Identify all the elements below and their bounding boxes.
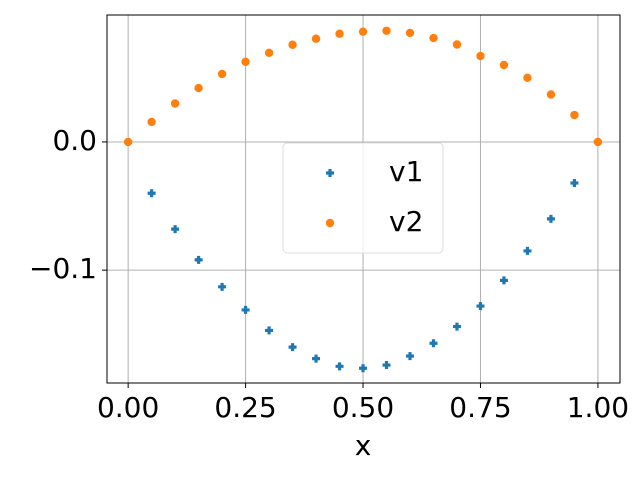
point [382,361,391,370]
point [147,189,156,198]
y-tick-label: −0.1 [29,252,97,285]
point [241,57,250,67]
point [429,33,438,43]
point [265,326,274,335]
legend-marker [326,169,334,177]
point [288,343,297,352]
point [523,73,532,83]
legend-box [282,142,444,254]
point [171,225,180,234]
point [218,282,227,291]
point [523,246,532,255]
x-tick-label: 0.75 [449,391,511,424]
point [241,305,250,314]
point [359,364,368,373]
point [358,27,368,36]
point [429,339,438,348]
point [405,28,415,38]
point [546,214,555,223]
plot-frame [106,14,621,384]
point [382,26,391,35]
point [476,51,485,61]
legend-label: v1 [389,155,423,188]
point [312,354,321,363]
point [288,40,297,49]
point [593,137,603,147]
point [406,352,415,361]
x-tick-label: 1.00 [567,391,629,424]
point [499,276,508,285]
point [170,99,180,108]
point [194,83,203,93]
x-tick-label: 0.50 [332,391,394,424]
x-axis-label: x [355,429,372,462]
legend-marker [325,218,335,228]
point [570,110,579,120]
point [217,69,227,79]
point [335,362,344,371]
point [147,117,156,127]
point [570,178,579,187]
point [123,137,133,147]
point [311,34,321,43]
point [476,302,485,311]
point [452,322,461,331]
point [264,48,274,58]
point [499,60,509,70]
x-tick-label: 0.00 [97,391,159,424]
point [194,255,203,264]
y-tick-label: 0.0 [52,124,97,157]
x-tick-label: 0.25 [214,391,276,424]
point [452,40,462,49]
point [335,29,344,38]
legend-label: v2 [389,205,423,238]
point [546,90,556,99]
